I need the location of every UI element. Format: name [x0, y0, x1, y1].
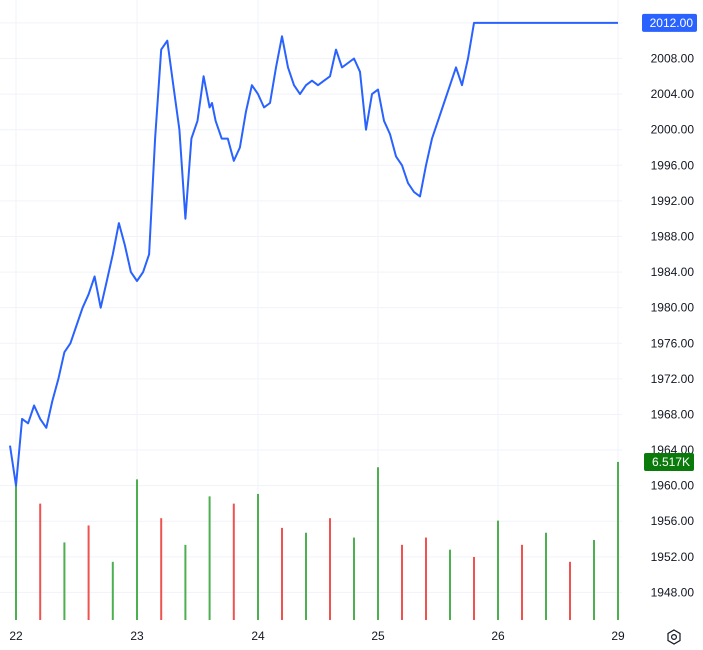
volume-bar: [569, 561, 571, 620]
volume-bar: [184, 544, 187, 620]
volume-bar: [136, 479, 138, 620]
price-line: [9, 21, 618, 487]
y-tick-label: 1948.00: [651, 585, 695, 599]
volume-bar: [449, 549, 451, 620]
last-price-badge: 2012.00: [642, 13, 697, 32]
volume-bar: [232, 503, 235, 620]
y-tick-label: 2000.00: [651, 123, 695, 137]
volume-bars: [15, 461, 619, 620]
volume-bar: [257, 493, 259, 620]
volume-bar: [545, 532, 547, 620]
volume-bar: [87, 525, 90, 620]
vertical-gridlines: [15, 0, 619, 620]
volume-bar: [39, 503, 42, 620]
volume-bar: [425, 537, 427, 620]
volume-bar: [208, 496, 211, 620]
y-tick-label: 1988.00: [651, 229, 695, 243]
volume-bar: [305, 532, 307, 620]
horizontal-gridlines: [0, 22, 622, 593]
volume-bar: [377, 467, 379, 620]
y-tick-label: 1960.00: [651, 479, 695, 493]
volume-bar: [401, 544, 403, 620]
y-tick-label: 1952.00: [651, 550, 695, 564]
time-axis: 22 23 24 25 26 29: [9, 629, 625, 643]
y-tick-label: 1976.00: [651, 336, 695, 350]
y-tick-label: 2008.00: [651, 52, 695, 66]
volume-bar: [593, 539, 595, 620]
volume-bar: [617, 461, 619, 620]
volume-bar: [473, 556, 475, 620]
volume-bar: [63, 542, 66, 620]
settings-button[interactable]: [664, 627, 684, 647]
volume-bar: [329, 518, 331, 620]
y-tick-label: 1992.00: [651, 194, 695, 208]
x-tick-label: 24: [251, 629, 265, 643]
x-tick-label: 29: [611, 629, 625, 643]
volume-bar: [281, 527, 283, 620]
y-tick-label: 1972.00: [651, 372, 695, 386]
y-tick-label: 1956.00: [651, 514, 695, 528]
volume-bar: [111, 561, 114, 620]
volume-badge: 6.517K: [644, 453, 694, 471]
volume-bar: [160, 518, 163, 620]
gear-icon: [667, 629, 681, 645]
x-tick-label: 23: [130, 629, 144, 643]
price-axis: 2012.00 2008.00 2004.00 2000.00 1996.00 1992.…: [651, 16, 695, 600]
y-tick-label: 1996.00: [651, 158, 695, 172]
x-tick-label: 25: [371, 629, 385, 643]
volume-bar: [353, 537, 355, 620]
x-tick-label: 26: [491, 629, 505, 643]
y-tick-label: 1984.00: [651, 265, 695, 279]
volume-label: 6.517K: [652, 455, 690, 469]
x-tick-label: 22: [9, 629, 23, 643]
volume-bar: [497, 520, 499, 620]
volume-bar: [521, 544, 523, 620]
y-tick-label: 1980.00: [651, 301, 695, 315]
y-tick-label: 2004.00: [651, 87, 695, 101]
volume-bar: [15, 484, 17, 620]
last-price-label: 2012.00: [650, 16, 694, 30]
y-tick-label: 1968.00: [651, 407, 695, 421]
